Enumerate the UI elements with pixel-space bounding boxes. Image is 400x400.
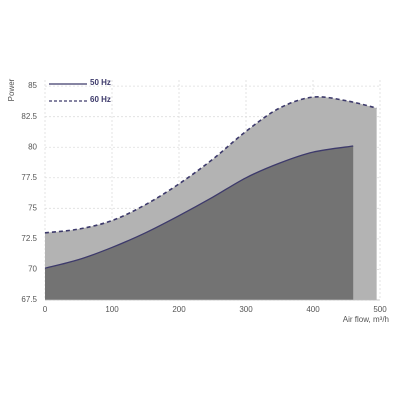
line [44, 145, 354, 269]
line [44, 96, 377, 234]
legend-label: 60 Hz [90, 95, 111, 104]
x-tick-label: 0 [43, 305, 48, 314]
y-tick-label: 75 [28, 203, 37, 212]
x-axis-title: Air flow, m³/h [343, 315, 389, 324]
y-tick-label: 82.5 [21, 112, 37, 121]
x-tick-label: 500 [373, 305, 387, 314]
y-tick-label: 67.5 [21, 295, 37, 304]
legend-label: 50 Hz [90, 78, 111, 87]
y-axis-title: Power [7, 78, 16, 101]
x-tick-label: 300 [239, 305, 253, 314]
y-tick-label: 77.5 [21, 173, 37, 182]
x-tick-label: 200 [172, 305, 186, 314]
area [45, 146, 354, 300]
y-tick-label: 85 [28, 81, 37, 90]
y-tick-label: 70 [28, 265, 37, 274]
x-tick-label: 100 [105, 305, 119, 314]
y-tick-label: 80 [28, 142, 37, 151]
y-tick-label: 72.5 [21, 234, 37, 243]
x-tick-label: 400 [306, 305, 320, 314]
